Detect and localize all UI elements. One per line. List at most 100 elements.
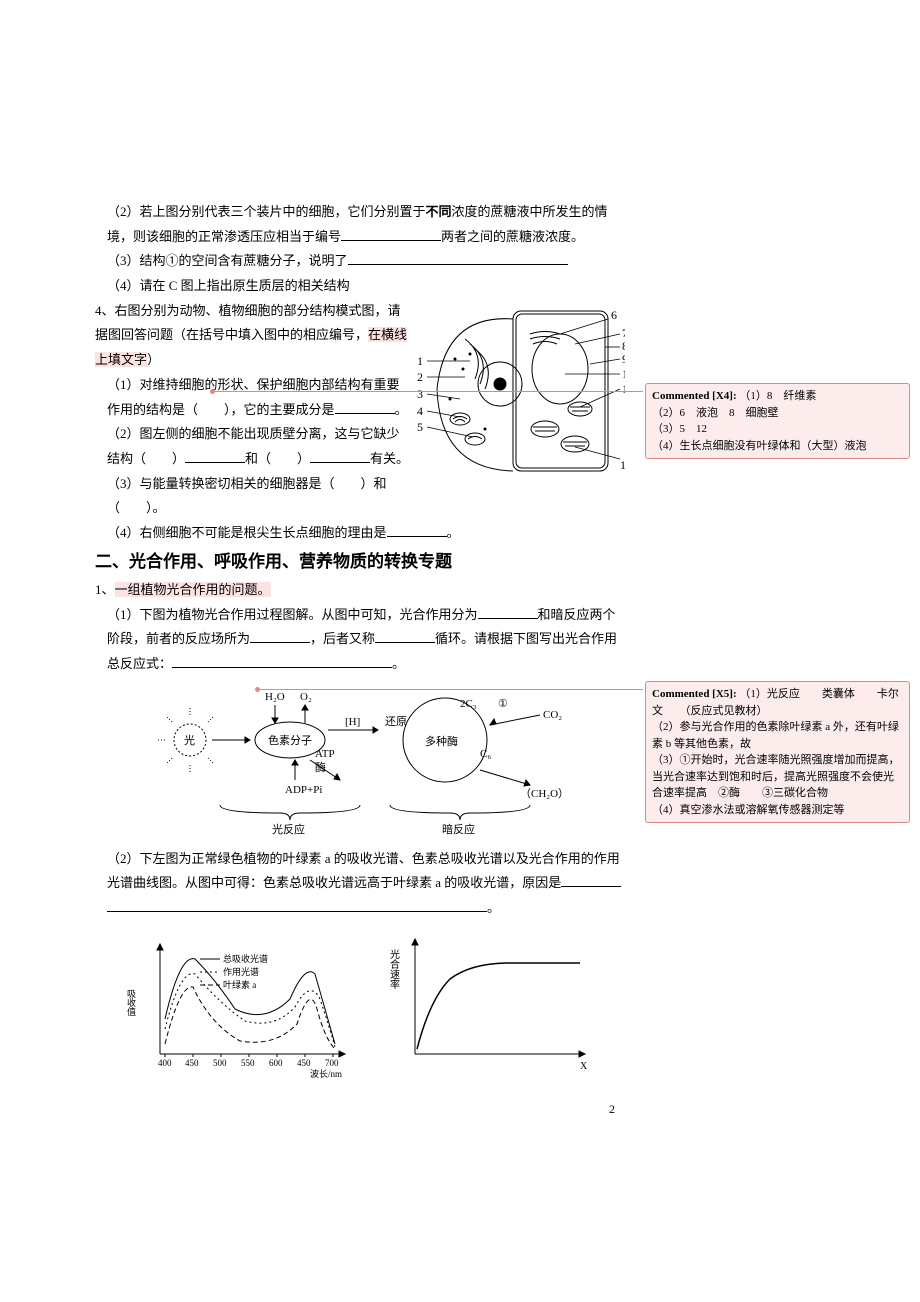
text: 4、右图分别为动物、植物细胞的部分结构模式图，请据图回答问题（在括号中填入图中的… bbox=[95, 303, 401, 343]
svg-text:600: 600 bbox=[269, 1058, 283, 1068]
svg-text:光反应: 光反应 bbox=[272, 822, 305, 835]
spectrum-charts: 吸收值 总吸收光谱 作用光谱 叶绿素 a 400 450 500 550 600… bbox=[95, 929, 625, 1079]
blank bbox=[172, 654, 392, 668]
svg-text:2: 2 bbox=[417, 370, 423, 384]
svg-text:色素分子: 色素分子 bbox=[268, 733, 312, 747]
svg-text:12: 12 bbox=[620, 458, 625, 472]
text: （3）与能量转换密切相关的细胞器是（ ）和（ ）。 bbox=[107, 476, 387, 516]
text: （4）请在 C 图上指出原生质层的相关结构 bbox=[107, 278, 350, 293]
comment-text: （3）5 12 bbox=[652, 423, 707, 435]
svg-text:C₆: C₆ bbox=[480, 748, 491, 760]
comment-x4: Commented [X4]: （1）8 纤维素 （2）6 液泡 8 细胞壁 （… bbox=[645, 383, 910, 459]
svg-text:400: 400 bbox=[158, 1058, 172, 1068]
cell-diagram: 1 2 3 4 5 6 7 8 9 10 11 12 bbox=[415, 299, 625, 489]
page-number: 2 bbox=[609, 1102, 615, 1117]
blank bbox=[341, 227, 441, 241]
s2-q1-2: （2）下左图为正常绿色植物的叶绿素 a 的吸收光谱、色素总吸收光谱以及光合作用的… bbox=[95, 847, 625, 921]
svg-text:波长/nm: 波长/nm bbox=[310, 1068, 342, 1079]
text: （4）右侧细胞不可能是根尖生长点细胞的理由是 bbox=[107, 525, 387, 540]
svg-text:多种酶: 多种酶 bbox=[425, 734, 458, 748]
comment-text: （1）8 纤维素 bbox=[739, 390, 816, 402]
q4-4: （4）右侧细胞不可能是根尖生长点细胞的理由是 。 bbox=[95, 521, 625, 546]
svg-text:11: 11 bbox=[622, 382, 625, 396]
text: ，后者又称 bbox=[310, 631, 375, 646]
svg-text:1: 1 bbox=[417, 354, 423, 368]
blank bbox=[310, 449, 370, 463]
svg-text:还原: 还原 bbox=[385, 715, 407, 728]
svg-text:[H]: [H] bbox=[345, 716, 360, 728]
comment-connector bbox=[213, 391, 643, 392]
text: 。 bbox=[487, 900, 500, 915]
svg-text:6: 6 bbox=[611, 308, 617, 322]
svg-text:作用光谱: 作用光谱 bbox=[223, 966, 259, 977]
svg-text:4: 4 bbox=[417, 404, 423, 418]
svg-text:450: 450 bbox=[297, 1058, 311, 1068]
svg-text:O₂: O₂ bbox=[300, 691, 312, 703]
comment-text: （2）参与光合作用的色素除叶绿素 a 外，还有叶绿素 b 等其他色素，故 bbox=[652, 721, 899, 750]
blank bbox=[348, 251, 568, 265]
s2-q1: 1、一组植物光合作用的问题。 bbox=[95, 578, 625, 603]
text: 和（ ） bbox=[245, 451, 310, 466]
svg-text:500: 500 bbox=[213, 1058, 227, 1068]
text: （3）结构①的空间含有蔗糖分子，说明了 bbox=[107, 253, 348, 268]
text: 。 bbox=[392, 656, 405, 671]
comment-connector bbox=[258, 689, 643, 690]
photosynthesis-diagram: H₂O O₂ 光 色素分子 [H] ATP 酶 ADP+Pi 还原 多种酶 2C… bbox=[95, 685, 625, 839]
blank bbox=[478, 605, 538, 619]
text: （2）若上图分别代表三个装片中的细胞，它们分别置于 bbox=[107, 204, 426, 219]
comment-text: （4）真空渗水法或溶解氧传感器测定等 bbox=[652, 804, 845, 816]
svg-text:X: X bbox=[580, 1061, 588, 1072]
svg-text:光合速率: 光合速率 bbox=[388, 948, 400, 990]
comment-text: （2）6 液泡 8 细胞壁 bbox=[652, 407, 779, 419]
svg-text:吸收值: 吸收值 bbox=[126, 989, 136, 1016]
text: 。 bbox=[395, 402, 408, 417]
svg-text:550: 550 bbox=[241, 1058, 255, 1068]
comment-text: （3）①开始时，光合速率随光照强度增加而提高，当光合速率达到饱和时后，提高光照强… bbox=[652, 754, 900, 799]
svg-text:光: 光 bbox=[184, 733, 195, 747]
comment-x5: Commented [X5]: （1）光反应 类囊体 卡尔文 （反应式见教材） … bbox=[645, 681, 910, 823]
svg-text:（CH₂O）: （CH₂O） bbox=[520, 787, 569, 800]
svg-text:ATP: ATP bbox=[315, 748, 335, 760]
comment-text: （4）生长点细胞没有叶绿体和（大型）液泡 bbox=[652, 440, 867, 452]
svg-text:叶绿素 a: 叶绿素 a bbox=[223, 979, 256, 990]
svg-text:酶: 酶 bbox=[315, 761, 326, 774]
svg-text:H₂O: H₂O bbox=[265, 691, 285, 703]
s2-q1-1: （1）下图为植物光合作用过程图解。从图中可知，光合作用分为和暗反应两个阶段，前者… bbox=[95, 603, 625, 677]
svg-text:①: ① bbox=[498, 698, 508, 710]
text: ） bbox=[147, 352, 160, 367]
bold-text: 不同 bbox=[426, 204, 452, 219]
comment-tag: Commented [X4]: bbox=[652, 390, 737, 402]
question-3: （3）结构①的空间含有蔗糖分子，说明了 bbox=[95, 249, 625, 274]
text: 1、 bbox=[95, 582, 115, 597]
blank bbox=[250, 629, 310, 643]
blank bbox=[375, 629, 435, 643]
blank bbox=[387, 523, 447, 537]
text: 有关。 bbox=[370, 451, 409, 466]
blank bbox=[185, 449, 245, 463]
section-2-title: 二、光合作用、呼吸作用、营养物质的转换专题 bbox=[95, 546, 625, 578]
question-4: （4）请在 C 图上指出原生质层的相关结构 bbox=[95, 274, 625, 299]
text: （1）下图为植物光合作用过程图解。从图中可知，光合作用分为 bbox=[107, 607, 478, 622]
svg-text:CO₂: CO₂ bbox=[543, 709, 562, 721]
absorption-spectrum-chart: 吸收值 总吸收光谱 作用光谱 叶绿素 a 400 450 500 550 600… bbox=[125, 929, 355, 1079]
svg-text:7: 7 bbox=[622, 326, 625, 340]
light-rate-chart: 光合速率 X bbox=[385, 929, 595, 1079]
svg-text:8: 8 bbox=[622, 339, 625, 353]
blank bbox=[107, 898, 487, 912]
text: 两者之间的蔗糖液浓度。 bbox=[441, 229, 584, 244]
svg-text:700: 700 bbox=[325, 1058, 339, 1068]
question-2: （2）若上图分别代表三个装片中的细胞，它们分别置于不同浓度的蔗糖液中所发生的情境… bbox=[95, 200, 625, 249]
svg-text:450: 450 bbox=[185, 1058, 199, 1068]
svg-text:暗反应: 暗反应 bbox=[442, 822, 475, 835]
highlighted-text: 一组植物光合作用的问题。 bbox=[115, 582, 271, 597]
blank bbox=[561, 873, 621, 887]
text: 。 bbox=[447, 525, 460, 540]
document-page: （2）若上图分别代表三个装片中的细胞，它们分别置于不同浓度的蔗糖液中所发生的情境… bbox=[95, 0, 625, 1087]
svg-text:ADP+Pi: ADP+Pi bbox=[285, 784, 322, 796]
text: （2）下左图为正常绿色植物的叶绿素 a 的吸收光谱、色素总吸收光谱以及光合作用的… bbox=[107, 851, 620, 891]
svg-text:9: 9 bbox=[622, 352, 625, 366]
svg-text:5: 5 bbox=[417, 420, 423, 434]
svg-text:10: 10 bbox=[622, 367, 625, 381]
svg-text:2C₃: 2C₃ bbox=[460, 698, 477, 710]
blank bbox=[335, 400, 395, 414]
